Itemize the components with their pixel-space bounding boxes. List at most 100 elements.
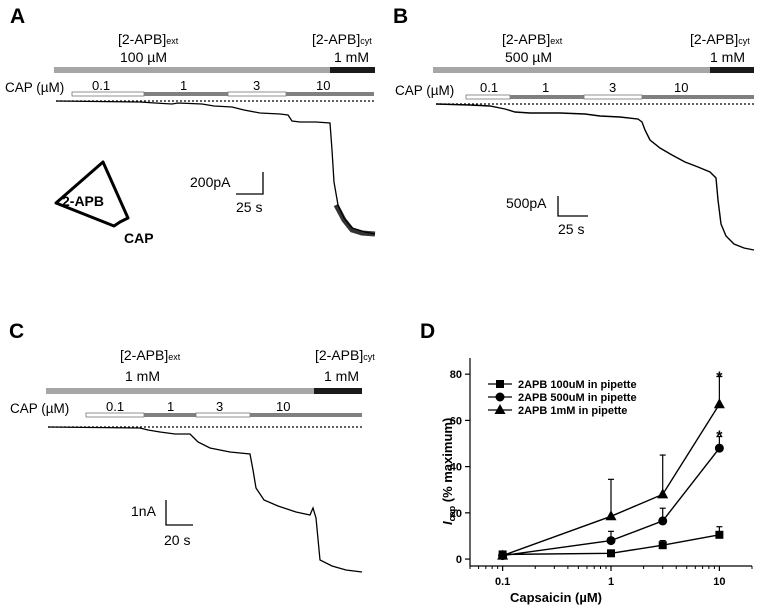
significance-marker: * bbox=[716, 369, 723, 386]
series-line bbox=[502, 534, 720, 556]
panel-c: C [2-APB]ext 1 mM [2-APB]cyt 1 mM CAP (µ… bbox=[9, 320, 375, 573]
data-point bbox=[605, 510, 617, 521]
data-point bbox=[658, 516, 668, 526]
y-tick-label: 20 bbox=[450, 508, 462, 520]
panel-c-cap-label: CAP (µM) bbox=[10, 401, 69, 416]
panel-a-ext-conc: 100 µM bbox=[120, 49, 167, 65]
legend-label: 2APB 1mM in pipette bbox=[518, 405, 627, 417]
schematic-bottom-label: CAP bbox=[124, 230, 154, 246]
data-point bbox=[497, 549, 509, 560]
significance-marker: * bbox=[716, 428, 723, 445]
data-point bbox=[606, 536, 616, 546]
annotations: ** bbox=[716, 369, 723, 445]
panel-b-scalebar bbox=[557, 196, 588, 217]
panel-a: A [2-APB]ext 100 µM [2-APB]cyt 1 mM CAP … bbox=[5, 5, 376, 246]
panel-c-cyt-conc: 1 mM bbox=[324, 368, 359, 384]
panel-a-cap-label: CAP (µM) bbox=[5, 80, 64, 95]
panel-b-cap-seg-label-1: 0.1 bbox=[480, 80, 498, 95]
data-point bbox=[657, 488, 669, 499]
panel-b-cap-label: CAP (µM) bbox=[395, 83, 454, 98]
panel-b-scale-y: 500pA bbox=[506, 195, 547, 211]
data-point bbox=[715, 530, 724, 539]
data-point bbox=[713, 398, 725, 409]
panel-b-cyt-conc: 1 mM bbox=[710, 49, 745, 65]
schematic-top-label: 2-APB bbox=[62, 193, 104, 209]
x-tick-label: 1 bbox=[608, 576, 614, 588]
panel-c-cap-seg-2 bbox=[144, 413, 196, 417]
panel-a-scale-x: 25 s bbox=[236, 199, 262, 215]
panel-b-ext-header: [2-APB]ext bbox=[502, 31, 563, 47]
panel-a-cap-seg-label-1: 0.1 bbox=[92, 78, 110, 93]
y-tick-label: 40 bbox=[450, 462, 462, 474]
y-tick-label: 0 bbox=[456, 554, 462, 566]
panel-b-label: B bbox=[393, 5, 408, 28]
panel-c-cyt-bar bbox=[314, 388, 362, 394]
panel-b-cap-seg-1 bbox=[465, 94, 511, 100]
y-axis-label: Icap (% maximum) bbox=[440, 418, 457, 525]
panel-a-label: A bbox=[10, 5, 25, 28]
panel-b-cap-seg-label-3: 3 bbox=[609, 80, 616, 95]
panel-a-ext-header: [2-APB]ext bbox=[118, 31, 179, 47]
panel-b: B [2-APB]ext 500 µM [2-APB]cyt 1 mM CAP … bbox=[393, 5, 755, 251]
x-tick-label: 10 bbox=[713, 576, 725, 588]
panel-b-cyt-header: [2-APB]cyt bbox=[690, 31, 750, 47]
panel-c-ext-conc: 1 mM bbox=[125, 368, 160, 384]
panel-a-cyt-conc: 1 mM bbox=[334, 49, 369, 65]
series-line bbox=[502, 403, 720, 557]
y-ticks: 0 20 40 60 80 bbox=[450, 369, 470, 566]
legend-label: 2APB 100uM in pipette bbox=[518, 379, 637, 391]
panel-d-label: D bbox=[420, 320, 435, 343]
data-point bbox=[607, 549, 615, 558]
panel-c-cap-seg-label-2: 1 bbox=[167, 399, 174, 414]
panel-b-cap-seg-2 bbox=[510, 95, 584, 99]
series-line bbox=[502, 447, 720, 557]
panel-b-cap-seg-label-2: 1 bbox=[542, 80, 549, 95]
legend-label: 2APB 500uM in pipette bbox=[518, 392, 637, 404]
panel-b-trace bbox=[435, 103, 755, 251]
panel-a-trace-noise bbox=[333, 203, 376, 237]
panel-c-scale-x: 20 s bbox=[164, 532, 190, 548]
panel-c-scalebar bbox=[165, 500, 193, 526]
panel-c-trace bbox=[47, 426, 363, 573]
panel-c-cyt-header: [2-APB]cyt bbox=[315, 347, 375, 363]
panel-b-scale-x: 25 s bbox=[558, 221, 584, 237]
panel-a-cap-seg-label-2: 1 bbox=[180, 78, 187, 93]
panel-b-cap-seg-4 bbox=[642, 95, 754, 99]
panel-c-cap-seg-label-4: 10 bbox=[276, 399, 290, 414]
panel-a-cyt-header: [2-APB]cyt bbox=[312, 31, 372, 47]
data-point bbox=[658, 541, 667, 550]
x-tick-label: 0.1 bbox=[495, 576, 510, 588]
x-ticks: 0.1 1 10 bbox=[469, 566, 753, 588]
y-tick-label: 60 bbox=[450, 415, 462, 427]
panel-c-ext-bar bbox=[46, 388, 314, 394]
y-tick-label: 80 bbox=[450, 369, 462, 381]
panel-a-ext-bar bbox=[54, 67, 330, 73]
pipette-schematic-icon bbox=[54, 160, 130, 228]
panel-c-cap-seg-label-3: 3 bbox=[216, 399, 223, 414]
panel-b-ext-conc: 500 µM bbox=[505, 49, 552, 65]
legend-marker bbox=[494, 404, 506, 414]
panel-a-cap-seg-4 bbox=[286, 92, 374, 96]
panel-a-cap-seg-label-4: 10 bbox=[316, 78, 330, 93]
panel-b-ext-bar bbox=[433, 67, 710, 73]
x-axis-label: Capsaicin (µM) bbox=[510, 590, 602, 605]
panel-c-scale-y: 1nA bbox=[131, 503, 157, 519]
legend-marker bbox=[495, 392, 505, 402]
panel-a-cap-seg-2 bbox=[144, 92, 228, 96]
panel-b-cap-seg-label-4: 10 bbox=[674, 80, 688, 95]
panel-a-scale-y: 200pA bbox=[190, 174, 231, 190]
data-point bbox=[714, 443, 724, 453]
series-3 bbox=[497, 375, 725, 560]
panel-b-cyt-bar bbox=[710, 67, 754, 73]
series-layer bbox=[497, 375, 725, 561]
panel-a-scalebar bbox=[236, 172, 264, 195]
panel-c-cap-seg-4 bbox=[250, 413, 362, 417]
panel-c-label: C bbox=[9, 320, 24, 343]
panel-c-cap-seg-label-1: 0.1 bbox=[106, 399, 124, 414]
panel-a-cap-seg-label-3: 3 bbox=[253, 78, 260, 93]
panel-b-cap-seg-3 bbox=[583, 94, 643, 100]
panel-a-cyt-bar bbox=[330, 67, 375, 73]
